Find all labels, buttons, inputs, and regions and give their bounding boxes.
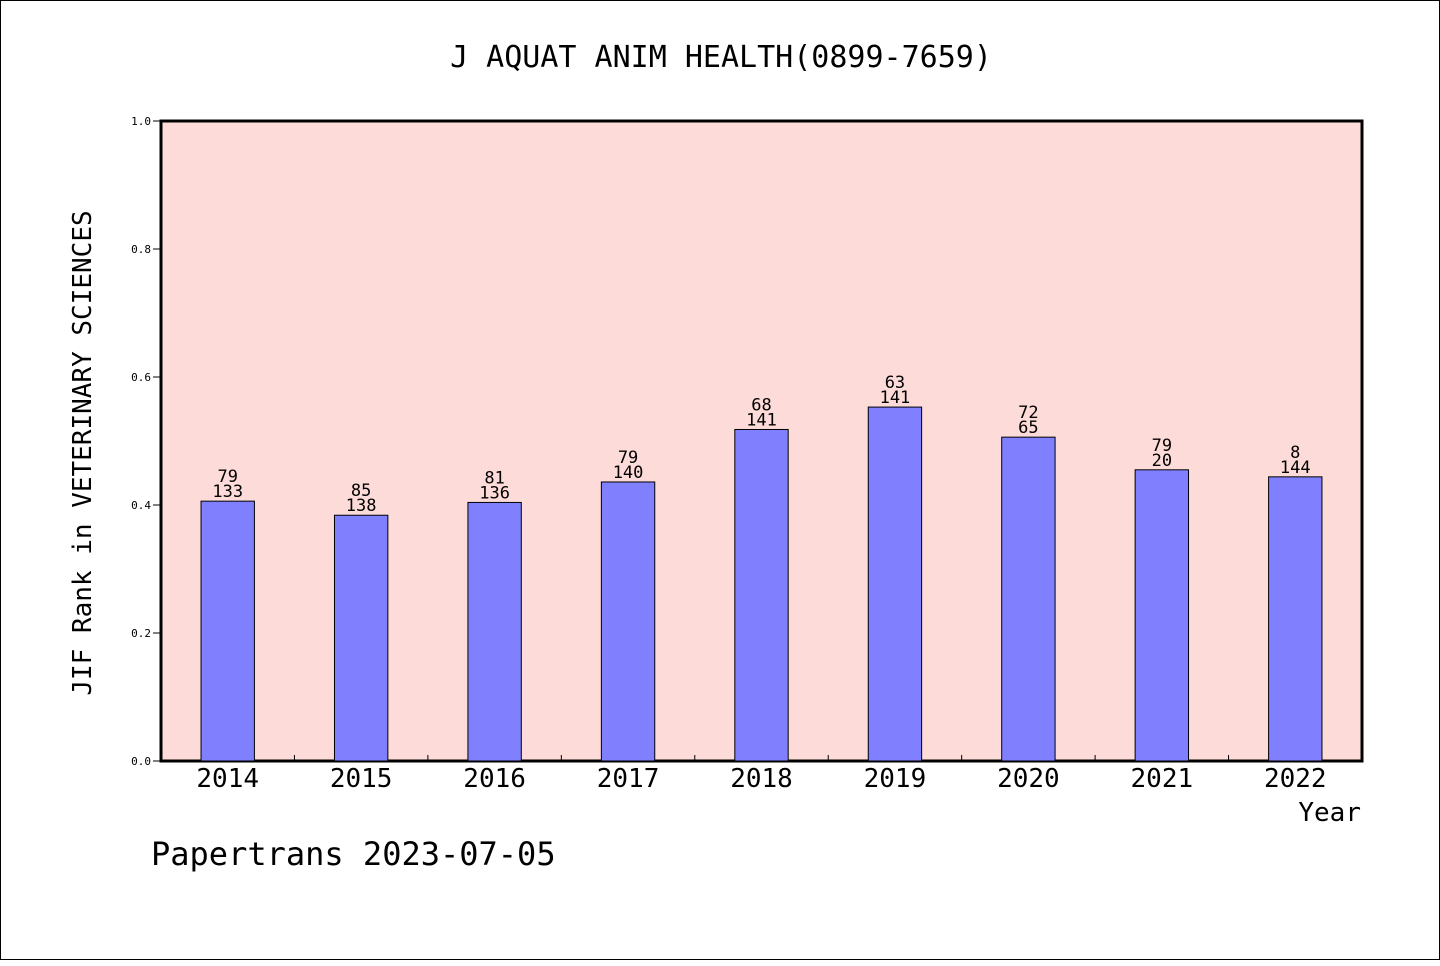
x-axis-label: Year (1298, 798, 1361, 828)
y-tick-label: 0.8 (131, 243, 151, 256)
bar-2018 (734, 428, 789, 762)
bar-2021 (1134, 469, 1190, 762)
bar-2014 (200, 500, 255, 762)
bar-2019 (867, 406, 923, 762)
y-tick-label: 0.0 (131, 755, 151, 768)
x-axis: 2014 2015 2016 2017 2018 2019 2020 2021 2022 (196, 755, 1327, 794)
y-tick-label: 0.6 (131, 371, 151, 384)
y-axis-label: JIF Rank in VETERINARY SCIENCES (68, 210, 98, 695)
bar-label-top: 79 (1152, 436, 1172, 456)
x-tick-label: 2014 (196, 764, 259, 794)
bar-label-bottom: 141 (746, 410, 777, 430)
bar-2017 (600, 481, 656, 762)
y-tick-label: 1.0 (131, 115, 151, 128)
x-tick-label: 2019 (864, 764, 927, 794)
bar-2015 (333, 514, 389, 762)
bar-label-top: 79 (217, 467, 237, 487)
x-tick-label: 2021 (1131, 764, 1194, 794)
y-tick-label: 0.2 (131, 627, 151, 640)
bar-label-bottom: 133 (212, 482, 243, 502)
bar-label-bottom: 140 (613, 463, 644, 483)
x-tick-label: 2020 (997, 764, 1060, 794)
bar-label-top: 68 (751, 395, 771, 415)
chart-title: J AQUAT ANIM HEALTH(0899-7659) (450, 40, 992, 75)
y-axis: 0.0 0.2 0.4 0.6 0.8 1.0 (131, 115, 161, 768)
bar-label-bottom: 136 (479, 483, 510, 503)
bar-label-top: 81 (484, 468, 504, 488)
x-tick-label: 2016 (463, 764, 526, 794)
bar-label-top: 63 (885, 373, 905, 393)
bar-2022 (1268, 476, 1323, 762)
bar-2016 (467, 501, 522, 762)
footer-credit: Papertrans 2023-07-05 (151, 835, 556, 873)
x-tick-label: 2022 (1264, 764, 1327, 794)
bar-label-top: 85 (351, 481, 371, 501)
x-tick-label: 2018 (730, 764, 793, 794)
bar-label-bottom: 141 (880, 388, 911, 408)
bar-label-bottom: 144 (1280, 458, 1311, 478)
bar-label-bottom: 20 (1152, 451, 1172, 471)
y-tick-label: 0.4 (131, 499, 151, 512)
x-tick-label: 2017 (597, 764, 660, 794)
bar-label-bottom: 138 (346, 496, 377, 516)
bar-label-top: 79 (618, 448, 638, 468)
x-tick-label: 2015 (330, 764, 393, 794)
bar-2020 (1001, 436, 1056, 762)
bar-label-top: 72 (1018, 403, 1038, 423)
bar-label-bottom: 65 (1018, 418, 1038, 438)
bar-label-top: 8 (1290, 443, 1300, 463)
